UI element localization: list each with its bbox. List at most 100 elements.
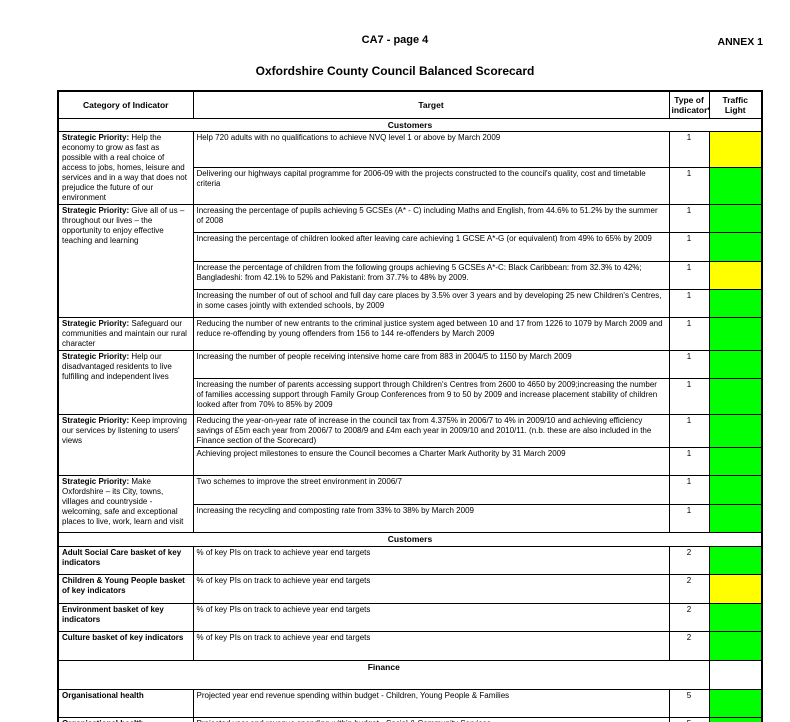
type-cell: 2 — [668, 573, 710, 604]
table-row: Increasing the number of out of school a… — [58, 288, 763, 318]
category-cell: Strategic Priority: Safeguard our commun… — [57, 316, 194, 351]
table-row: Strategic Priority: Give all of us – thr… — [57, 203, 763, 318]
column-header-traffic-light: Traffic Light — [708, 90, 763, 119]
traffic-light-cell — [708, 446, 763, 476]
table-row: Culture basket of key indicators % of ke… — [57, 630, 763, 661]
target-cell: Increase the percentage of children from… — [192, 260, 670, 290]
target-cell: Increasing the percentage of pupils achi… — [192, 203, 670, 233]
category-label-bold: Strategic Priority: — [62, 132, 130, 142]
category-label: Give all of us – throughout our lives – … — [62, 205, 185, 245]
category-cell: Adult Social Care basket of key indicato… — [57, 545, 194, 575]
target-cell: Projected year end revenue spending with… — [192, 716, 670, 722]
type-cell: 1 — [668, 503, 710, 533]
category-cell: Strategic Priority: Make Oxfordshire – i… — [57, 474, 194, 533]
table-row: Strategic Priority: Safeguard our commun… — [57, 316, 763, 351]
traffic-light-cell — [708, 167, 763, 205]
table-row: Strategic Priority: Help our disadvantag… — [57, 349, 763, 415]
category-label-bold: Organisational health — [62, 690, 144, 700]
category-label-bold: Children & Young People basket of key in… — [62, 575, 185, 595]
target-cell: Increasing the number of parents accessi… — [192, 377, 670, 415]
type-cell: 5 — [668, 688, 710, 718]
target-cell: Increasing the recycling and composting … — [192, 503, 670, 533]
table-row: Delivering our highways capital programm… — [58, 167, 763, 205]
target-cell: Reducing the year-on-year rate of increa… — [192, 413, 670, 448]
traffic-light-cell — [708, 474, 763, 505]
category-cell: Strategic Priority: Give all of us – thr… — [57, 203, 194, 318]
target-cell: Help 720 adults with no qualifications t… — [192, 130, 670, 168]
category-label-bold: Strategic Priority: — [62, 476, 130, 486]
header-row: Category of Indicator Target Type of ind… — [57, 90, 763, 119]
column-header-category: Category of Indicator — [57, 90, 194, 119]
type-cell: 1 — [668, 413, 710, 448]
section-row-customers-1: Customers — [57, 117, 763, 132]
table-row: Strategic Priority: Help the economy to … — [57, 130, 763, 205]
column-header-target: Target — [192, 90, 670, 119]
table-row: Increasing the number of parents accessi… — [58, 377, 763, 415]
traffic-light-cell — [708, 377, 763, 415]
type-cell: 1 — [668, 260, 710, 290]
target-cell: Reducing the number of new entrants to t… — [192, 316, 670, 351]
type-cell: 5 — [668, 716, 710, 722]
type-cell: 1 — [668, 446, 710, 476]
section-row-customers-2: Customers — [57, 531, 763, 547]
doc-ref: CA7 - page 4 — [361, 34, 429, 46]
type-cell: 1 — [668, 288, 710, 318]
target-cell: Two schemes to improve the street enviro… — [192, 474, 670, 505]
target-cell: Increasing the number of people receivin… — [192, 349, 670, 379]
category-label-bold: Environment basket of key indicators — [62, 604, 164, 624]
table-row: Increase the percentage of children from… — [58, 260, 763, 290]
target-cell: Delivering our highways capital programm… — [192, 167, 670, 205]
traffic-light-cell — [708, 688, 763, 718]
target-cell: % of key PIs on track to achieve year en… — [192, 630, 670, 661]
table-row: Adult Social Care basket of key indicato… — [57, 545, 763, 575]
section-label: Customers — [57, 531, 763, 547]
table-row: Organisational health Projected year end… — [57, 716, 763, 722]
table-row: Environment basket of key indicators % o… — [57, 602, 763, 632]
type-cell: 1 — [668, 130, 710, 168]
traffic-light-cell — [708, 203, 763, 233]
traffic-light-cell — [708, 260, 763, 290]
type-cell: 1 — [668, 167, 710, 205]
traffic-light-cell — [708, 630, 763, 661]
type-cell: 1 — [668, 474, 710, 505]
category-cell: Strategic Priority: Help the economy to … — [57, 130, 194, 205]
traffic-light-cell — [708, 413, 763, 448]
traffic-light-cell — [708, 573, 763, 604]
target-cell: % of key PIs on track to achieve year en… — [192, 602, 670, 632]
target-cell: % of key PIs on track to achieve year en… — [192, 545, 670, 575]
target-cell: % of key PIs on track to achieve year en… — [192, 573, 670, 604]
target-cell: Achieving project milestones to ensure t… — [192, 446, 670, 476]
category-cell: Culture basket of key indicators — [57, 630, 194, 661]
category-label-bold: Strategic Priority: — [62, 318, 130, 328]
table-row: Increasing the percentage of children lo… — [58, 231, 763, 262]
category-label-bold: Culture basket of key indicators — [62, 632, 184, 642]
section-label: Customers — [57, 117, 763, 132]
scorecard-table: Category of Indicator Target Type of ind… — [57, 90, 763, 722]
type-cell: 2 — [668, 630, 710, 661]
traffic-light-cell — [708, 288, 763, 318]
section-row-finance: Finance — [57, 659, 763, 690]
traffic-light-cell — [708, 130, 763, 168]
category-cell: Organisational health — [57, 688, 194, 718]
category-cell: Organisational health — [57, 716, 194, 722]
traffic-light-cell-empty — [708, 659, 763, 690]
annex-label: ANNEX 1 — [717, 36, 763, 48]
category-label-bold: Organisational health — [62, 719, 144, 722]
type-cell: 1 — [668, 349, 710, 379]
category-label-bold: Adult Social Care basket of key indicato… — [62, 547, 182, 567]
table-row: Strategic Priority: Keep improving our s… — [57, 413, 763, 476]
type-cell: 1 — [668, 231, 710, 262]
traffic-light-cell — [708, 349, 763, 379]
traffic-light-cell — [708, 231, 763, 262]
type-cell: 2 — [668, 545, 710, 575]
category-cell: Strategic Priority: Keep improving our s… — [57, 413, 194, 476]
traffic-light-cell — [708, 716, 763, 722]
table-row: Organisational health Projected year end… — [57, 688, 763, 718]
table-row: Children & Young People basket of key in… — [57, 573, 763, 604]
type-cell: 1 — [668, 316, 710, 351]
type-cell: 1 — [668, 377, 710, 415]
type-cell: 1 — [668, 203, 710, 233]
category-label: Safeguard our communities and maintain o… — [62, 318, 187, 348]
type-cell: 2 — [668, 602, 710, 632]
